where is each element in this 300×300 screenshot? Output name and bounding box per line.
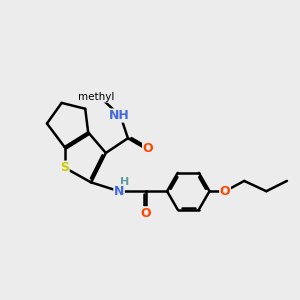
Text: methyl: methyl [78, 92, 114, 102]
Text: O: O [220, 185, 230, 198]
Text: H: H [120, 177, 129, 187]
Text: NH: NH [109, 109, 130, 122]
Text: O: O [142, 142, 153, 155]
Text: N: N [114, 185, 124, 198]
Text: O: O [140, 207, 151, 220]
Text: S: S [60, 161, 69, 174]
